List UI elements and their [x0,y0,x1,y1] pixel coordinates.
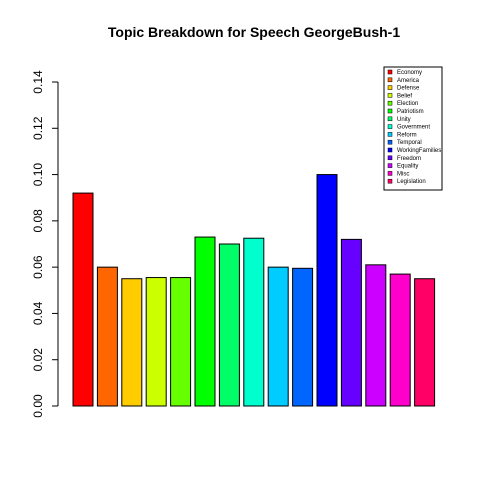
y-tick-label: 0.06 [31,255,45,279]
bar-misc [389,273,411,407]
legend-box [383,66,443,191]
legend-label: Reform [397,132,417,138]
chart-title: Topic Breakdown for Speech GeorgeBush-1 [108,24,400,40]
legend-label: Legislation [397,179,426,185]
y-axis: 0.00 0.02 0.04 0.06 0.08 0.10 0.12 0.14 [31,70,59,418]
y-tick-label: 0.00 [31,394,45,418]
bar-economy [72,192,94,407]
bar-temporal [292,267,314,407]
y-tick-label: 0.02 [31,348,45,372]
legend-swatch [387,77,393,83]
legend-swatch [387,147,393,153]
legend-label: Economy [397,70,422,76]
y-tick-label: 0.12 [31,116,45,140]
legend-swatch [387,116,393,122]
legend-label: America [397,78,420,84]
legend-label: Freedom [397,156,421,162]
y-tick-label: 0.10 [31,163,45,187]
legend-label: Misc [397,171,409,177]
legend-swatch [387,85,393,90]
legend-swatch [387,93,393,98]
legend-swatch [387,100,393,106]
bar-government [243,237,265,407]
bar-equality [365,264,387,407]
legend-label: Belief [397,93,412,99]
legend-label: Election [397,101,418,107]
legend-label: Defense [397,86,420,92]
bar-defense [121,278,143,407]
bar-unity [218,243,240,407]
legend-swatch [387,69,393,75]
bar-legislation [414,278,436,407]
bar-belief [145,277,167,407]
legend-swatch [387,139,393,145]
legend-label: Equality [397,164,418,170]
bar-election [170,277,192,407]
bar-freedom [340,238,362,407]
legend-label: Unity [397,117,411,123]
legend-label: Temporal [397,140,422,146]
legend-swatch [387,108,393,114]
legend-label: Government [397,125,430,131]
bar-patriotism [194,236,216,407]
legend-swatch [387,155,393,161]
legend-swatch [387,132,393,137]
bars [72,174,436,407]
legend-swatch [387,163,393,168]
legend-swatch [387,124,393,129]
legend-swatch [387,178,393,184]
y-tick-label: 0.04 [31,301,45,325]
bar-america [96,266,118,407]
bar-reform [267,266,289,407]
bar-workingfamilies [316,174,338,407]
y-tick-label: 0.08 [31,209,45,233]
legend-label: WorkingFamilies [397,148,441,154]
legend-swatch [387,171,393,176]
y-tick-label: 0.14 [31,70,45,94]
legend-label: Patriotism [397,109,424,115]
